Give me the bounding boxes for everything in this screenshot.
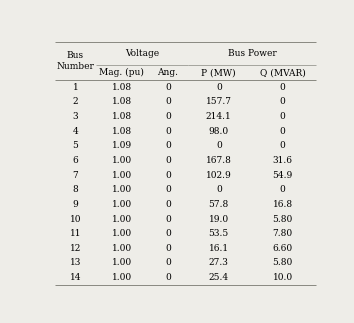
Text: 0: 0 xyxy=(165,258,171,267)
Text: 19.0: 19.0 xyxy=(209,214,229,224)
Text: Ang.: Ang. xyxy=(158,68,178,77)
Text: Mag. (pu): Mag. (pu) xyxy=(99,68,144,77)
Text: 1.00: 1.00 xyxy=(112,171,132,180)
Text: 5.80: 5.80 xyxy=(273,214,293,224)
Text: 27.3: 27.3 xyxy=(209,258,229,267)
Text: 10: 10 xyxy=(70,214,81,224)
Text: 0: 0 xyxy=(165,214,171,224)
Text: 16.8: 16.8 xyxy=(273,200,293,209)
Text: 0: 0 xyxy=(165,112,171,121)
Text: 31.6: 31.6 xyxy=(273,156,293,165)
Text: 0: 0 xyxy=(165,200,171,209)
Text: 57.8: 57.8 xyxy=(209,200,229,209)
Text: 0: 0 xyxy=(216,185,222,194)
Text: 1.09: 1.09 xyxy=(112,141,132,150)
Text: 2: 2 xyxy=(73,97,78,106)
Text: 13: 13 xyxy=(70,258,81,267)
Text: 53.5: 53.5 xyxy=(209,229,229,238)
Text: Bus Power: Bus Power xyxy=(228,49,276,58)
Text: 9: 9 xyxy=(73,200,78,209)
Text: 1.00: 1.00 xyxy=(112,200,132,209)
Text: 0: 0 xyxy=(165,229,171,238)
Text: 0: 0 xyxy=(280,185,285,194)
Text: 0: 0 xyxy=(280,127,285,136)
Text: 0: 0 xyxy=(165,97,171,106)
Text: 0: 0 xyxy=(165,83,171,92)
Text: P (MW): P (MW) xyxy=(201,68,236,77)
Text: 1.08: 1.08 xyxy=(112,127,132,136)
Text: 0: 0 xyxy=(165,185,171,194)
Text: 0: 0 xyxy=(216,83,222,92)
Text: 0: 0 xyxy=(165,156,171,165)
Text: 167.8: 167.8 xyxy=(206,156,232,165)
Text: 4: 4 xyxy=(73,127,78,136)
Text: 8: 8 xyxy=(73,185,78,194)
Text: 0: 0 xyxy=(280,97,285,106)
Text: 157.7: 157.7 xyxy=(206,97,232,106)
Text: 3: 3 xyxy=(73,112,78,121)
Text: 1.00: 1.00 xyxy=(112,258,132,267)
Text: 214.1: 214.1 xyxy=(206,112,232,121)
Text: 1.00: 1.00 xyxy=(112,185,132,194)
Text: 25.4: 25.4 xyxy=(209,273,229,282)
Text: 10.0: 10.0 xyxy=(273,273,293,282)
Text: 5.80: 5.80 xyxy=(273,258,293,267)
Text: 0: 0 xyxy=(165,171,171,180)
Text: 98.0: 98.0 xyxy=(209,127,229,136)
Text: 1.00: 1.00 xyxy=(112,156,132,165)
Text: 54.9: 54.9 xyxy=(273,171,293,180)
Text: 1.08: 1.08 xyxy=(112,83,132,92)
Text: 1.08: 1.08 xyxy=(112,97,132,106)
Text: 6.60: 6.60 xyxy=(273,244,293,253)
Text: 0: 0 xyxy=(165,141,171,150)
Text: 1.00: 1.00 xyxy=(112,214,132,224)
Text: 0: 0 xyxy=(280,83,285,92)
Text: 0: 0 xyxy=(216,141,222,150)
Text: 1.08: 1.08 xyxy=(112,112,132,121)
Text: 5: 5 xyxy=(73,141,78,150)
Text: 1.00: 1.00 xyxy=(112,229,132,238)
Text: 102.9: 102.9 xyxy=(206,171,232,180)
Text: 0: 0 xyxy=(165,273,171,282)
Text: 6: 6 xyxy=(73,156,78,165)
Text: Q (MVAR): Q (MVAR) xyxy=(260,68,306,77)
Text: 16.1: 16.1 xyxy=(209,244,229,253)
Text: 7.80: 7.80 xyxy=(273,229,293,238)
Text: 1.00: 1.00 xyxy=(112,244,132,253)
Text: 1.00: 1.00 xyxy=(112,273,132,282)
Text: Bus
Number: Bus Number xyxy=(57,51,95,71)
Text: 0: 0 xyxy=(165,127,171,136)
Text: 0: 0 xyxy=(280,112,285,121)
Text: 0: 0 xyxy=(280,141,285,150)
Text: 11: 11 xyxy=(70,229,81,238)
Text: 14: 14 xyxy=(70,273,81,282)
Text: Voltage: Voltage xyxy=(125,49,159,58)
Text: 7: 7 xyxy=(73,171,78,180)
Text: 1: 1 xyxy=(73,83,78,92)
Text: 0: 0 xyxy=(165,244,171,253)
Text: 12: 12 xyxy=(70,244,81,253)
